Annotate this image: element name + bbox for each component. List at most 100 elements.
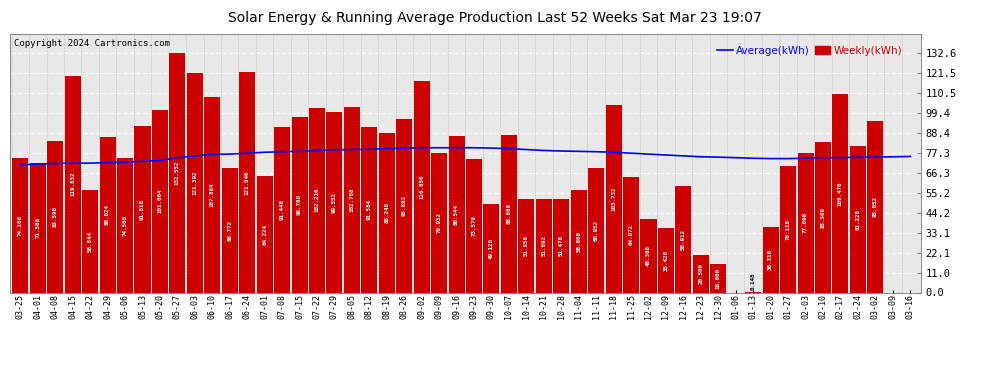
- Text: 121.392: 121.392: [192, 170, 197, 195]
- Text: 64.072: 64.072: [629, 224, 634, 245]
- Bar: [798, 153, 814, 292]
- Text: 68.772: 68.772: [228, 220, 233, 241]
- Text: 74.568: 74.568: [123, 214, 128, 236]
- Text: Copyright 2024 Cartronics.com: Copyright 2024 Cartronics.com: [15, 39, 170, 48]
- Bar: [762, 227, 779, 292]
- Bar: [780, 166, 796, 292]
- Text: 121.840: 121.840: [245, 170, 249, 195]
- Bar: [710, 264, 727, 292]
- Bar: [414, 81, 430, 292]
- Bar: [222, 168, 238, 292]
- Text: 77.096: 77.096: [803, 212, 808, 233]
- Bar: [519, 199, 535, 292]
- Bar: [327, 112, 343, 292]
- Bar: [623, 177, 640, 292]
- Text: 51.692: 51.692: [542, 235, 546, 256]
- Bar: [117, 158, 133, 292]
- Text: 119.832: 119.832: [70, 172, 75, 196]
- Text: 103.732: 103.732: [611, 186, 616, 211]
- Bar: [606, 105, 622, 292]
- Bar: [187, 73, 203, 292]
- Text: 16.000: 16.000: [716, 267, 721, 288]
- Bar: [151, 110, 168, 292]
- Text: 91.584: 91.584: [367, 199, 372, 220]
- Bar: [658, 228, 674, 292]
- Text: 107.884: 107.884: [210, 183, 215, 207]
- Bar: [274, 127, 290, 292]
- Text: 36.316: 36.316: [768, 249, 773, 270]
- Bar: [588, 168, 604, 292]
- Text: 83.360: 83.360: [821, 207, 826, 228]
- Text: 68.952: 68.952: [594, 220, 599, 241]
- Bar: [536, 199, 551, 292]
- Bar: [204, 97, 221, 292]
- Text: 40.368: 40.368: [646, 246, 651, 267]
- Bar: [570, 190, 587, 292]
- Text: 0.148: 0.148: [750, 272, 755, 290]
- Text: 56.844: 56.844: [88, 231, 93, 252]
- Bar: [849, 146, 866, 292]
- Text: 102.768: 102.768: [349, 187, 354, 212]
- Text: 35.420: 35.420: [663, 250, 668, 271]
- Text: 102.216: 102.216: [315, 188, 320, 212]
- Text: 83.596: 83.596: [52, 206, 57, 227]
- Text: 95.892: 95.892: [402, 195, 407, 216]
- Bar: [501, 135, 517, 292]
- Text: 116.856: 116.856: [419, 174, 424, 199]
- Bar: [256, 176, 272, 292]
- Text: 91.816: 91.816: [140, 199, 145, 220]
- Text: 51.476: 51.476: [558, 236, 563, 256]
- Text: 96.760: 96.760: [297, 195, 302, 216]
- Text: 20.500: 20.500: [698, 264, 703, 285]
- Text: 91.448: 91.448: [279, 199, 284, 220]
- Bar: [82, 190, 98, 292]
- Bar: [448, 136, 464, 292]
- Text: 132.552: 132.552: [175, 160, 180, 185]
- Bar: [169, 53, 185, 292]
- Text: 74.100: 74.100: [18, 215, 23, 236]
- Bar: [100, 137, 116, 292]
- Text: 76.932: 76.932: [437, 212, 442, 233]
- Text: 81.228: 81.228: [855, 209, 860, 230]
- Text: 101.064: 101.064: [157, 189, 162, 213]
- Text: 86.544: 86.544: [454, 204, 459, 225]
- Text: 70.116: 70.116: [786, 219, 791, 240]
- Text: 51.556: 51.556: [524, 236, 529, 256]
- Bar: [361, 127, 377, 292]
- Bar: [483, 204, 500, 292]
- Bar: [431, 153, 447, 292]
- Bar: [553, 200, 569, 292]
- Bar: [396, 119, 412, 292]
- Bar: [833, 94, 848, 292]
- Text: 56.608: 56.608: [576, 231, 581, 252]
- Bar: [641, 219, 656, 292]
- Bar: [466, 159, 482, 292]
- Text: 86.868: 86.868: [507, 203, 512, 224]
- Text: 86.024: 86.024: [105, 204, 110, 225]
- Text: 58.912: 58.912: [681, 229, 686, 250]
- Text: 109.476: 109.476: [838, 181, 842, 206]
- Bar: [867, 120, 883, 292]
- Bar: [64, 76, 81, 292]
- Bar: [12, 158, 29, 292]
- Bar: [135, 126, 150, 292]
- Bar: [815, 142, 831, 292]
- Text: 49.128: 49.128: [489, 237, 494, 258]
- Bar: [379, 133, 395, 292]
- Text: 99.552: 99.552: [332, 192, 337, 213]
- Bar: [291, 117, 308, 292]
- Bar: [240, 72, 255, 292]
- Text: Solar Energy & Running Average Production Last 52 Weeks Sat Mar 23 19:07: Solar Energy & Running Average Productio…: [228, 11, 762, 25]
- Text: 71.500: 71.500: [36, 217, 41, 238]
- Legend: Average(kWh), Weekly(kWh): Average(kWh), Weekly(kWh): [713, 42, 907, 60]
- Bar: [48, 141, 63, 292]
- Text: 64.224: 64.224: [262, 224, 267, 245]
- Text: 95.052: 95.052: [873, 196, 878, 217]
- Text: 88.240: 88.240: [384, 202, 389, 223]
- Text: 73.576: 73.576: [471, 215, 476, 236]
- Bar: [675, 186, 691, 292]
- Bar: [344, 106, 360, 292]
- Bar: [309, 108, 325, 292]
- Bar: [693, 255, 709, 292]
- Bar: [30, 163, 46, 292]
